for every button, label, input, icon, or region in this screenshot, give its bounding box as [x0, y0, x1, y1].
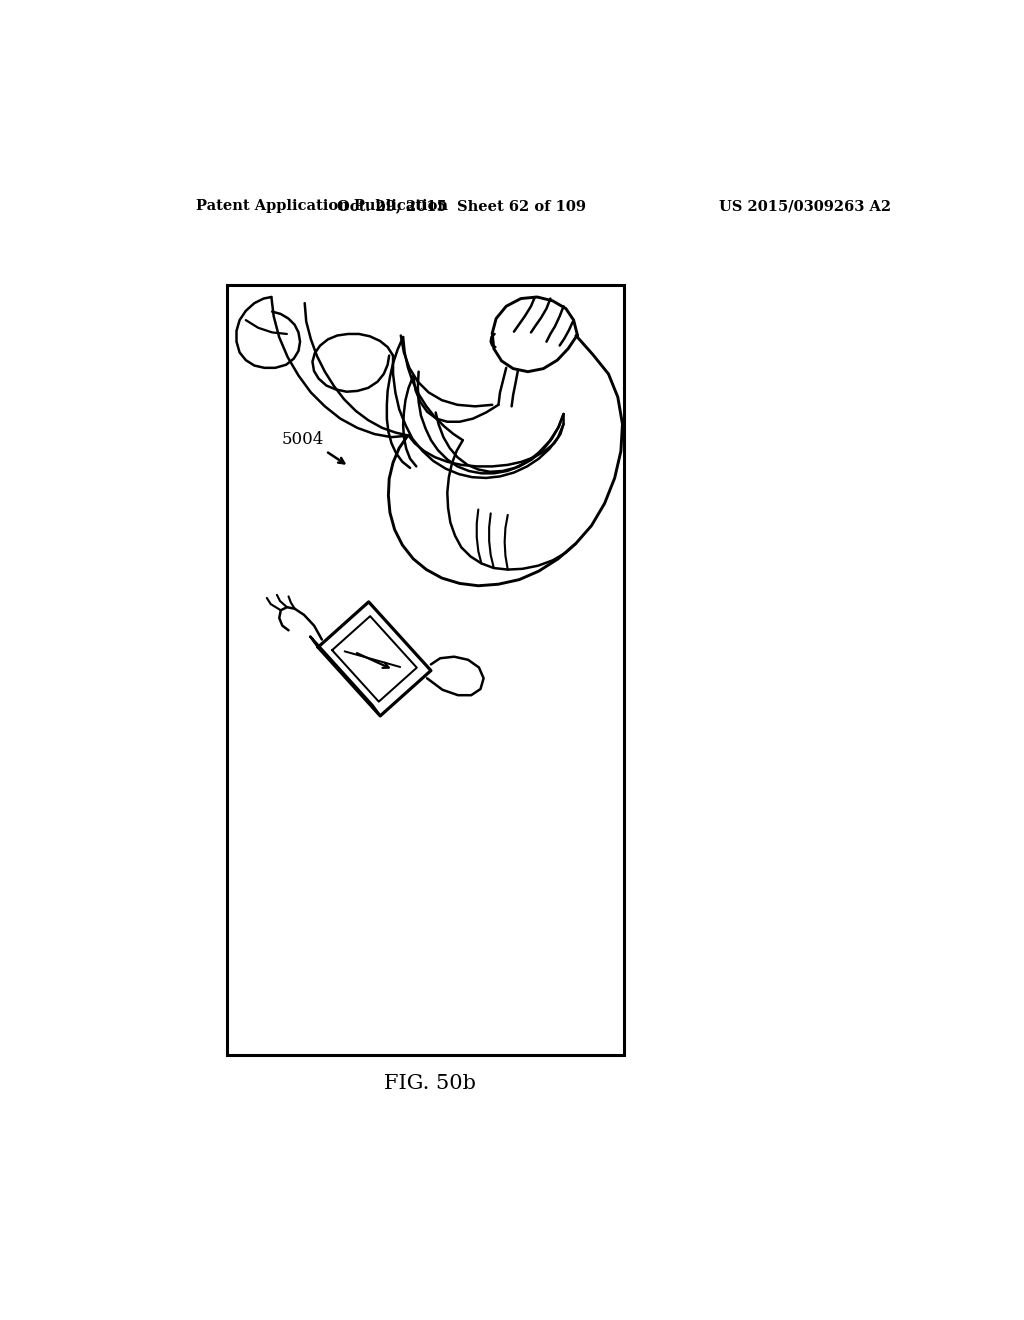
- Text: Patent Application Publication: Patent Application Publication: [197, 199, 449, 213]
- Text: 5004: 5004: [282, 430, 324, 447]
- Text: US 2015/0309263 A2: US 2015/0309263 A2: [719, 199, 891, 213]
- Text: FIG. 50b: FIG. 50b: [384, 1074, 476, 1093]
- Text: Oct. 29, 2015  Sheet 62 of 109: Oct. 29, 2015 Sheet 62 of 109: [337, 199, 586, 213]
- Bar: [227, 285, 624, 1056]
